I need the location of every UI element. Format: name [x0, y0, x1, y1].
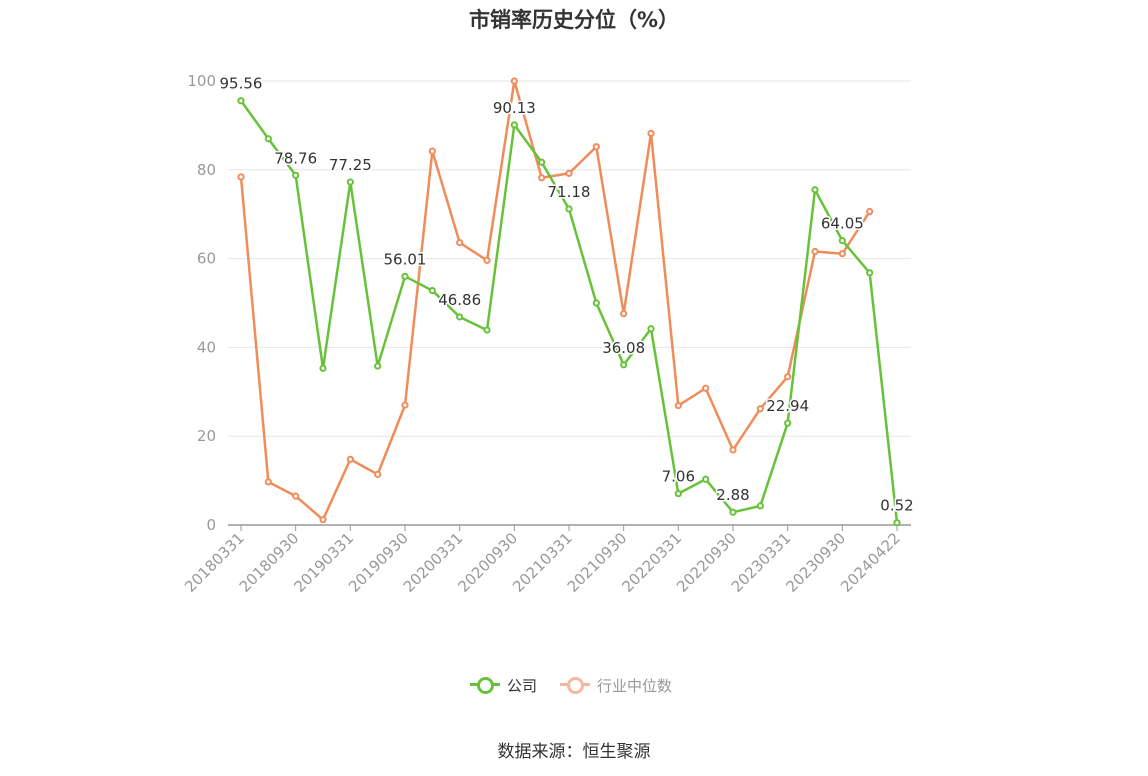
company-data-label: 95.56: [220, 75, 263, 93]
industry-point: [811, 247, 819, 256]
y-tick-label: 60: [197, 250, 216, 268]
y-tick-label: 40: [197, 338, 216, 356]
industry-point: [510, 77, 518, 85]
company-data-label: 2.88: [716, 486, 749, 504]
company-point: [893, 519, 901, 527]
company-point: [756, 502, 764, 510]
company-point: [838, 237, 846, 245]
industry-point: [729, 446, 737, 454]
company-data-label: 36.08: [602, 339, 645, 357]
industry-point: [866, 207, 874, 216]
company-data-label: 71.18: [548, 183, 591, 201]
company-data-label: 64.05: [821, 215, 864, 233]
industry-point: [592, 143, 600, 151]
y-tick-label: 0: [206, 516, 216, 534]
company-data-label: 46.86: [438, 291, 481, 309]
company-data-label: 0.52: [880, 497, 913, 515]
industry-point: [620, 310, 628, 318]
company-point: [811, 186, 819, 194]
industry-point: [756, 405, 764, 413]
industry-point: [674, 401, 682, 410]
company-point: [428, 286, 436, 295]
industry-point: [374, 470, 382, 478]
company-data-label: 56.01: [384, 250, 427, 268]
legend-swatch-industry: [560, 672, 590, 698]
legend-label-company: 公司: [507, 676, 538, 695]
company-data-label: 22.94: [766, 397, 809, 415]
company-point: [565, 205, 573, 213]
company-point: [401, 272, 409, 280]
legend-item-industry[interactable]: 行业中位数: [560, 672, 672, 698]
company-point: [702, 475, 710, 483]
company-point: [456, 313, 464, 321]
industry-point: [565, 169, 573, 177]
industry-point: [237, 173, 245, 181]
company-point: [866, 269, 874, 277]
company-point: [237, 97, 245, 105]
industry-point: [538, 174, 546, 182]
company-point: [674, 490, 682, 498]
company-point: [538, 158, 546, 166]
industry-point: [838, 250, 846, 258]
company-data-label: 77.25: [329, 156, 372, 174]
company-point: [647, 325, 655, 333]
company-data-label: 78.76: [274, 149, 317, 167]
company-point: [620, 361, 628, 369]
y-tick-label: 20: [197, 427, 216, 445]
company-point: [592, 299, 600, 307]
industry-point: [428, 147, 436, 155]
industry-point: [702, 384, 710, 392]
company-point: [319, 364, 327, 372]
company-point: [292, 171, 300, 179]
industry-series-line: [239, 79, 871, 521]
series-layer: [237, 77, 901, 527]
chart-title: 市销率历史分位（%）: [468, 8, 680, 32]
company-data-label: 7.06: [662, 468, 695, 486]
industry-point: [456, 239, 464, 247]
company-point: [374, 362, 382, 370]
data-source: 数据来源：恒生聚源: [497, 742, 651, 762]
grid-layer: [228, 80, 911, 437]
company-data-label: 90.13: [493, 99, 536, 117]
company-point: [346, 178, 354, 186]
y-tick-label: 80: [197, 161, 216, 179]
company-point: [729, 508, 737, 516]
legend-item-company[interactable]: 公司: [470, 672, 537, 698]
industry-point: [483, 256, 491, 264]
industry-point: [292, 492, 300, 500]
company-point: [784, 419, 792, 427]
industry-point: [401, 401, 409, 409]
y-tick-label: 100: [187, 72, 216, 90]
industry-point: [346, 455, 354, 463]
industry-point: [784, 373, 792, 381]
company-point: [264, 135, 272, 143]
industry-point: [264, 478, 272, 486]
company-point: [510, 121, 518, 129]
legend-swatch-company: [470, 672, 500, 698]
legend-label-industry: 行业中位数: [597, 676, 673, 695]
industry-point: [647, 129, 655, 137]
label-layer: 95.56 78.76 77.25 56.01 46.86 90.13 71.18 36.08…: [218, 73, 915, 516]
x-tick-label: 20240422: [837, 529, 904, 596]
industry-point: [319, 516, 327, 524]
company-point: [483, 326, 491, 334]
